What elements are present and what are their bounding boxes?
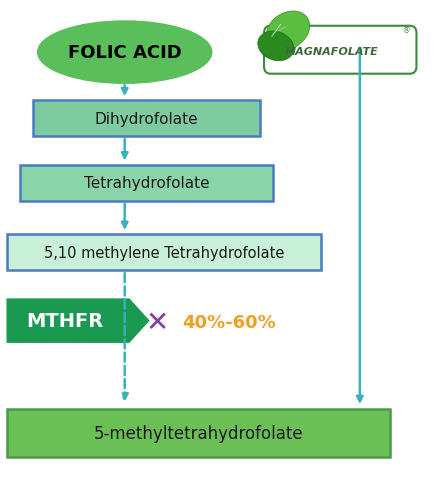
FancyBboxPatch shape bbox=[33, 101, 260, 137]
FancyBboxPatch shape bbox=[7, 235, 321, 271]
FancyBboxPatch shape bbox=[264, 27, 416, 75]
Text: 5,10 methylene Tetrahydrofolate: 5,10 methylene Tetrahydrofolate bbox=[44, 245, 284, 260]
Polygon shape bbox=[7, 300, 149, 343]
Text: Tetrahydrofolate: Tetrahydrofolate bbox=[84, 176, 209, 191]
Ellipse shape bbox=[258, 32, 294, 61]
Text: ✕: ✕ bbox=[146, 308, 169, 336]
Text: MAGNAFOLATE: MAGNAFOLATE bbox=[284, 46, 378, 57]
Text: 40%-60%: 40%-60% bbox=[182, 313, 276, 331]
Text: MTHFR: MTHFR bbox=[26, 312, 103, 331]
FancyBboxPatch shape bbox=[7, 409, 390, 457]
Ellipse shape bbox=[266, 12, 310, 51]
Ellipse shape bbox=[37, 22, 212, 84]
Text: 5-methyltetrahydrofolate: 5-methyltetrahydrofolate bbox=[94, 424, 303, 442]
FancyBboxPatch shape bbox=[20, 166, 273, 201]
Text: Dihydrofolate: Dihydrofolate bbox=[95, 111, 198, 126]
Text: ®: ® bbox=[403, 26, 411, 35]
Text: FOLIC ACID: FOLIC ACID bbox=[68, 44, 182, 62]
